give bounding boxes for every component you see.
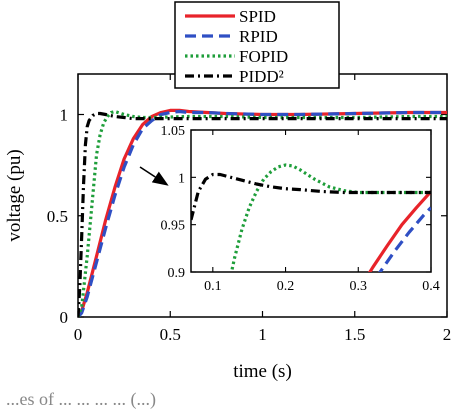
inset-arrow <box>139 166 169 186</box>
inset-plot-area <box>190 129 432 273</box>
inset-x-tick-label: 0.4 <box>422 279 440 294</box>
x-axis-title: time (s) <box>233 361 292 382</box>
inset-x-tick-label: 0.3 <box>350 279 368 294</box>
x-tick-label: 0 <box>74 325 83 344</box>
x-tick-label: 0.5 <box>160 325 181 344</box>
y-tick-label: 0 <box>60 308 69 327</box>
inset-series-line-rpid <box>378 206 431 272</box>
inset-series-line-pidd2 <box>191 172 431 221</box>
inset-series-line-spid <box>368 190 431 272</box>
legend-label-spid: SPID <box>239 7 276 26</box>
y-axis-title: voltage (pu) <box>4 149 25 241</box>
inset-y-tick-label: 1.05 <box>161 124 186 139</box>
inset-y-tick-label: 1 <box>178 171 185 186</box>
y-tick-label: 0.5 <box>47 207 68 226</box>
y-tick-label: 1 <box>60 106 69 125</box>
legend-label-fopid: FOPID <box>239 47 288 66</box>
series-line-fopid <box>78 109 447 317</box>
series-line-pidd2 <box>78 111 447 317</box>
inset-y-tick-label: 0.9 <box>168 266 186 281</box>
series-line-rpid <box>78 109 447 317</box>
legend-label-pidd2: PIDD² <box>239 67 284 86</box>
inset-x-tick-label: 0.1 <box>204 279 222 294</box>
inset-y-tick-label: 0.95 <box>161 219 186 234</box>
x-tick-label: 1 <box>258 325 267 344</box>
x-tick-label: 2 <box>443 325 452 344</box>
inset-x-tick-label: 0.2 <box>277 279 295 294</box>
x-tick-label: 1.5 <box>344 325 365 344</box>
legend-label-rpid: RPID <box>239 27 278 46</box>
caption-fragment: ...es of ... ... ... ... (...) <box>6 389 156 410</box>
